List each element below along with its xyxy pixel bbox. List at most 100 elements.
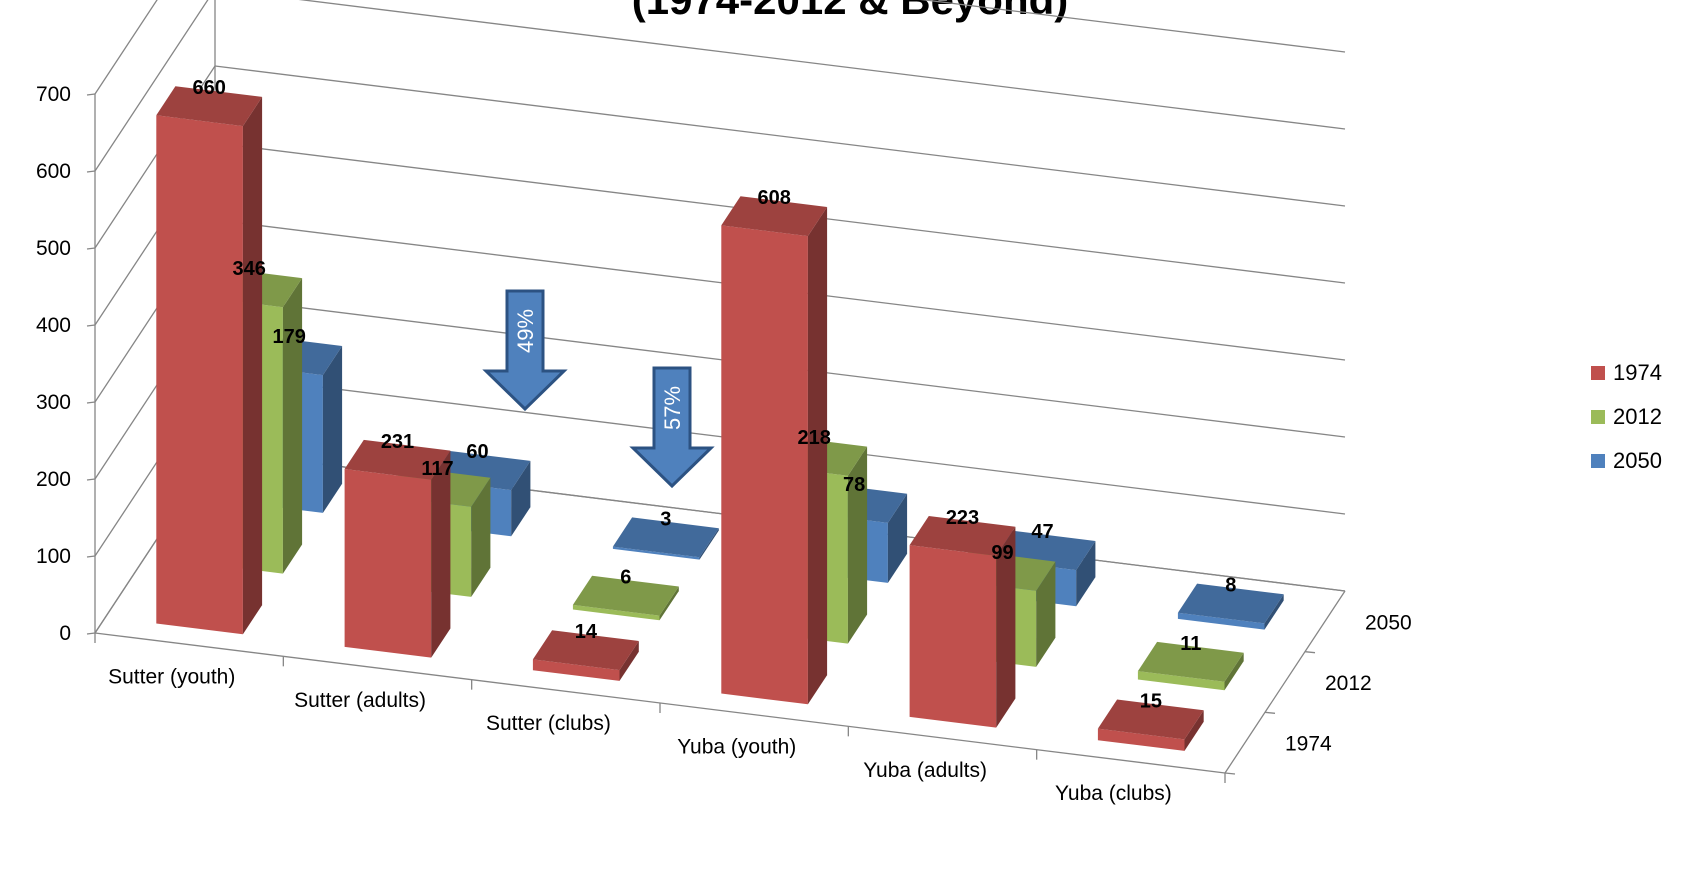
x-tick-label: Yuba (youth): [677, 736, 796, 759]
x-tick-label: Sutter (youth): [108, 666, 235, 689]
bar-top: [721, 196, 828, 237]
data-label: 6: [620, 567, 631, 589]
bar-front: [909, 545, 997, 728]
y-tick-mark: [86, 324, 96, 327]
bar-front: [1177, 612, 1265, 630]
data-label: 117: [421, 458, 453, 480]
gridline: [298, 0, 1346, 130]
bar-top: [909, 516, 1016, 556]
bar-top: [1097, 699, 1204, 740]
bar-1974-0: [156, 86, 263, 635]
annotation-label: 49%: [513, 309, 538, 353]
y-tick-mark: [86, 632, 96, 635]
data-label: 11: [1180, 633, 1201, 655]
bar-front: [1097, 728, 1185, 751]
bar-side: [282, 278, 303, 574]
x-tick-label: Yuba (adults): [863, 759, 987, 782]
bar-top: [344, 439, 451, 480]
bar-front: [532, 659, 620, 681]
legend: 1974 2012 2050: [1591, 360, 1662, 473]
bar-front: [156, 115, 243, 635]
bar-side: [242, 96, 263, 635]
legend-swatch: [1591, 454, 1605, 468]
y-tick-mark: [86, 478, 96, 481]
bar-side: [322, 346, 343, 513]
bar-side: [659, 586, 679, 621]
bar-1974-4: [909, 516, 1016, 728]
bar-1974-3: [721, 196, 828, 705]
y-tick-mark: [86, 247, 96, 250]
depth-tick-mark: [1224, 772, 1236, 775]
data-label: 78: [843, 474, 865, 496]
annotation-arrow: 49%: [482, 289, 568, 412]
gridline: [919, 0, 1346, 53]
bar-side: [1224, 652, 1244, 691]
data-label: 223: [946, 507, 979, 529]
bar-front: [612, 546, 700, 560]
y-tick-label: 100: [36, 545, 71, 568]
bar-side: [471, 477, 491, 597]
y-tick-label: 500: [36, 237, 71, 260]
y-tick-mark: [86, 93, 96, 96]
bar-front: [721, 225, 808, 705]
y-tick-mark: [86, 170, 96, 173]
bar-side: [1264, 594, 1284, 630]
bar-2050-5: [1177, 583, 1284, 630]
bar-side: [699, 528, 719, 560]
bar-1974-1: [344, 439, 451, 658]
depth-tick-label: 1974: [1285, 733, 1332, 756]
bar-front: [344, 469, 432, 658]
gridline: [214, 65, 1346, 207]
data-label: 179: [272, 326, 305, 348]
data-label: 218: [797, 427, 830, 449]
y-tick-label: 400: [36, 314, 71, 337]
data-label: 608: [757, 187, 790, 209]
legend-swatch: [1591, 366, 1605, 380]
bar-2050-2: [612, 517, 719, 560]
y-tick-label: 300: [36, 391, 71, 414]
legend-item-2012: 2012: [1591, 404, 1662, 429]
bar-1974-5: [1097, 699, 1204, 751]
chart-bars: [156, 86, 1284, 751]
legend-label: 2050: [1613, 448, 1662, 473]
data-label: 14: [575, 621, 598, 643]
legend-item-1974: 1974: [1591, 360, 1662, 385]
down-arrow-icon: [482, 289, 568, 412]
annotation-label: 57%: [660, 386, 685, 430]
y-tick-mark: [86, 555, 96, 558]
bar-side: [807, 207, 828, 705]
bar-side: [1036, 561, 1056, 667]
legend-swatch: [1591, 410, 1605, 424]
bar-side: [847, 446, 868, 644]
bar-side: [887, 493, 908, 583]
x-tick-label: Yuba (clubs): [1055, 782, 1172, 805]
bar-top: [1137, 641, 1244, 682]
side-wall-gridline: [94, 0, 158, 95]
depth-axis: [1224, 590, 1346, 774]
depth-tick-mark: [1264, 711, 1276, 714]
bar-top: [532, 630, 639, 671]
data-label: 15: [1140, 690, 1162, 712]
x-tick-label: Sutter (clubs): [486, 712, 611, 735]
depth-tick-mark: [1304, 651, 1316, 654]
bar-side: [1076, 541, 1096, 607]
y-tick-mark: [86, 401, 96, 404]
legend-label: 2012: [1613, 404, 1662, 429]
bar-1974-2: [532, 630, 639, 681]
legend-label: 1974: [1613, 360, 1662, 385]
bar-side: [619, 641, 639, 681]
data-label: 346: [232, 258, 265, 280]
bar-side: [511, 460, 531, 537]
annotation-arrow: 57%: [629, 366, 715, 489]
bar-top: [612, 517, 719, 558]
data-label: 3: [660, 508, 671, 530]
data-label: 99: [991, 542, 1013, 564]
bar-front: [572, 604, 660, 621]
chart-labels: 179 60 3 78 47 8 346 117 6 218 99 11 660 231 14 608 223 1…: [192, 77, 1236, 712]
bar-2012-2: [572, 575, 679, 621]
data-label: 660: [192, 77, 225, 99]
x-tick-label: Sutter (adults): [294, 689, 426, 712]
side-wall-gridline: [94, 0, 209, 172]
bar-2012-5: [1137, 641, 1244, 691]
